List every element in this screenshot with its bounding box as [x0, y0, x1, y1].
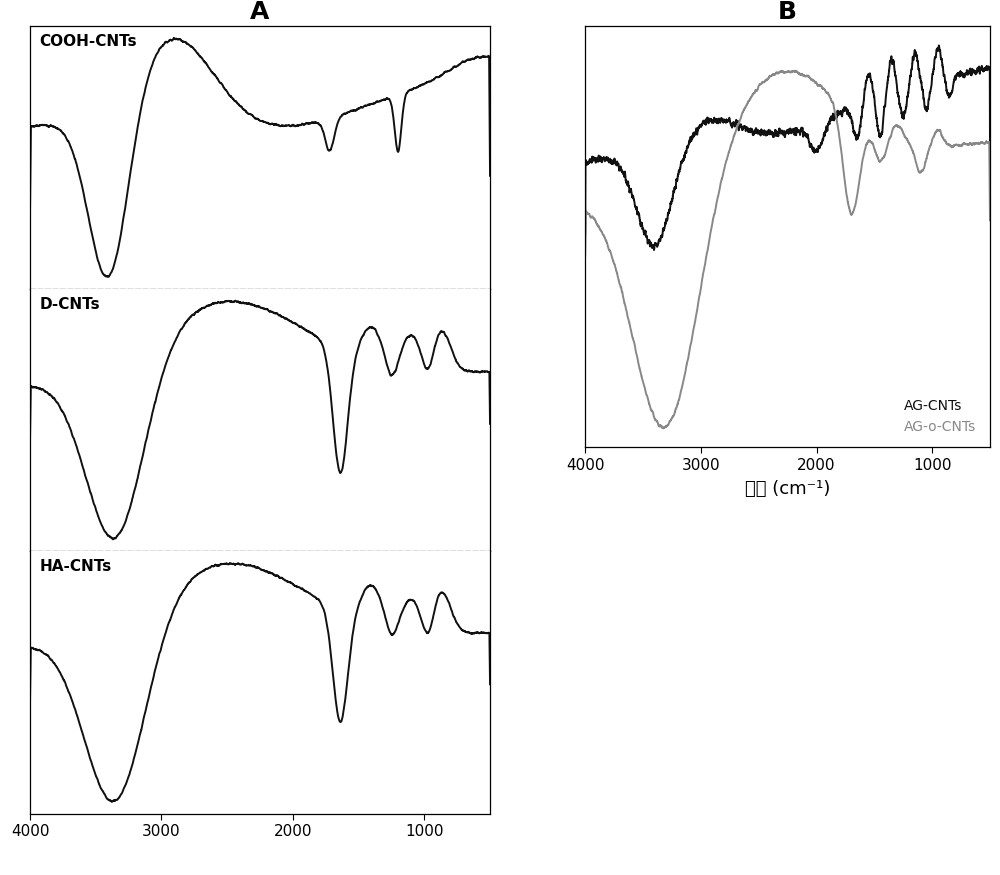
AG-CNTs — [819, 126, 831, 136]
AG-o-CNTs — [984, 215, 996, 226]
AG-CNTs — [933, 40, 945, 51]
AG-o-CNTs — [726, 138, 738, 149]
AG-o-CNTs — [789, 66, 801, 76]
AG-o-CNTs — [579, 251, 591, 262]
X-axis label: 波数 (cm⁻¹): 波数 (cm⁻¹) — [745, 480, 830, 498]
AG-CNTs — [664, 206, 676, 216]
Line: AG-CNTs: AG-CNTs — [585, 46, 990, 250]
Title: A: A — [250, 0, 270, 24]
Text: COOH-CNTs: COOH-CNTs — [39, 34, 137, 49]
AG-CNTs — [953, 67, 965, 78]
Text: D-CNTs: D-CNTs — [39, 297, 100, 311]
AG-CNTs — [984, 144, 996, 154]
AG-CNTs — [726, 120, 738, 130]
Text: HA-CNTs: HA-CNTs — [39, 559, 111, 574]
AG-CNTs — [579, 228, 591, 238]
AG-CNTs — [770, 129, 782, 139]
AG-CNTs — [648, 245, 660, 256]
AG-o-CNTs — [953, 141, 965, 151]
Line: AG-o-CNTs: AG-o-CNTs — [585, 71, 990, 429]
AG-o-CNTs — [820, 87, 832, 97]
AG-o-CNTs — [657, 424, 669, 434]
AG-CNTs — [836, 108, 848, 118]
Legend: AG-CNTs, AG-o-CNTs: AG-CNTs, AG-o-CNTs — [897, 392, 983, 440]
AG-o-CNTs — [837, 158, 849, 168]
Title: B: B — [778, 0, 797, 24]
AG-o-CNTs — [770, 67, 782, 78]
AG-o-CNTs — [664, 416, 676, 427]
